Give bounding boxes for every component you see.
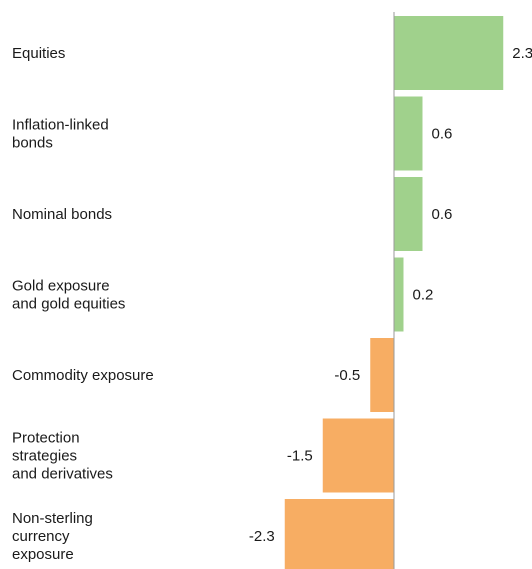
category-label-6: Non-sterling currency exposure [12,510,93,563]
category-label-line: currency [12,528,70,545]
value-labels-group: 2.3 0.6 0.6 0.2 -0.5 -1.5 -2.3 [249,45,532,545]
category-label-line: Nominal bonds [12,206,112,223]
bar-0 [394,16,504,90]
category-label-5: Protection strategies and derivatives [12,430,113,483]
value-label-4: -0.5 [334,367,360,384]
value-label-6: -2.3 [249,528,275,545]
category-label-line: bonds [12,135,53,152]
category-label-line: Commodity exposure [12,367,154,384]
category-label-4: Commodity exposure [12,367,154,384]
category-label-line: Inflation-linked [12,117,109,134]
category-label-line: Protection [12,430,80,447]
category-label-0: Equities [12,45,65,62]
category-label-line: and derivatives [12,466,113,483]
bar-2 [394,177,423,251]
bar-5 [322,418,394,493]
category-labels-group: Equities Inflation-linked bonds Nominal bon… [12,45,154,563]
value-label-3: 0.2 [413,287,434,304]
category-label-line: and gold equities [12,296,125,313]
category-label-2: Nominal bonds [12,206,112,223]
category-label-line: exposure [12,546,74,563]
value-label-0: 2.3 [512,45,532,62]
value-label-5: -1.5 [287,448,313,465]
bar-6 [284,499,394,569]
category-label-line: Equities [12,45,65,62]
bar-4 [370,338,394,412]
bar-3 [394,257,404,332]
category-label-3: Gold exposure and gold equities [12,278,125,313]
category-label-line: Non-sterling [12,510,93,527]
bars-group [284,16,504,569]
bar-1 [394,96,423,171]
category-label-line: Gold exposure [12,278,110,295]
value-label-2: 0.6 [432,206,453,223]
category-label-1: Inflation-linked bonds [12,117,109,152]
category-label-line: strategies [12,448,77,465]
value-label-1: 0.6 [432,126,453,143]
